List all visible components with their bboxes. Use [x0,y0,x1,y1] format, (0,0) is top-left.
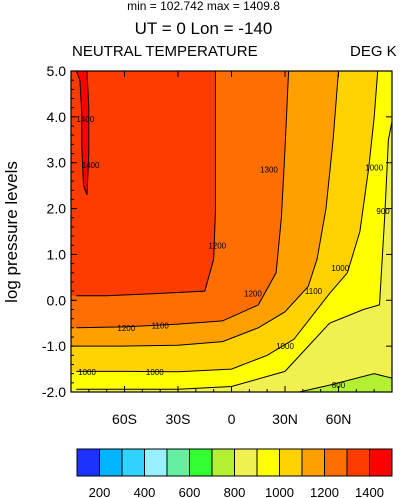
field-name-label: NEUTRAL TEMPERATURE [72,43,258,60]
colorbar-box [234,448,258,477]
y-axis: 5.0 4.0 3.0 2.0 1.0 0.0 -1.0 -2.0 [42,63,392,400]
colorbar-box [144,448,168,477]
contour-label: 900 [376,207,390,216]
contour-label: 1000 [331,264,349,273]
contour-lines [75,71,392,392]
contour-label: 1000 [276,342,294,351]
band-1400 [76,71,89,195]
contour-label: 1000 [78,368,96,377]
units-label: DEG K [350,43,397,60]
x-tick-label: 60N [326,411,352,427]
contour-line-1000 [76,71,379,373]
contour-line-800 [299,373,392,392]
colorbar-box [99,448,123,477]
y-tick-label: -1.0 [42,338,66,354]
contour-label: 1200 [244,289,262,298]
x-tick-label: 60S [112,411,137,427]
contour-label: 800 [332,381,346,390]
contour-labels: 1400 1400 1300 1200 1200 1200 1100 1100 1000 1000… [76,115,390,390]
colorbar-label: 400 [134,485,156,498]
colorbar-box [346,448,370,477]
colorbar-label: 600 [179,485,201,498]
contour-label: 1400 [76,115,94,124]
colorbar-box [189,448,213,477]
contour-line-1300 [76,71,216,297]
colorbar-label: 800 [224,485,246,498]
colorbar-label: 1200 [310,485,339,498]
colorbar-box [279,448,303,477]
y-tick-label: 2.0 [47,201,67,217]
y-tick-label: 3.0 [47,155,67,171]
colorbar-box [76,448,100,477]
contour-label: 1100 [305,287,323,296]
y-tick-label: -2.0 [42,384,66,400]
x-tick-label: 30S [166,411,191,427]
contour-label: 1100 [152,322,170,331]
colorbar: 200 400 600 800 1000 1200 1400 [76,448,393,498]
contour-label: 1000 [365,163,383,172]
contour-line-900 [76,121,392,390]
contour-line-1100 [76,71,339,347]
colorbar-box [324,448,348,477]
colorbar-label: 1400 [355,485,384,498]
colorbar-box [301,448,325,477]
band-1300 [71,71,216,296]
y-tick-label: 4.0 [47,109,67,125]
colorbar-box [256,448,280,477]
y-tick-label: 0.0 [47,292,67,308]
contour-line-1400 [75,71,90,195]
colorbar-label: 1000 [265,485,294,498]
chart-subtitle: UT = 0 Lon = -140 [134,19,273,38]
contour-line-1200 [76,71,290,329]
contour-label: 1200 [208,241,226,250]
colorbar-box [166,448,190,477]
y-tick-label: 5.0 [47,63,67,79]
x-tick-label: 30N [272,411,298,427]
x-tick-label: 0 [228,411,236,427]
contour-label: 1400 [82,161,100,170]
colorbar-box [211,448,235,477]
y-tick-label: 1.0 [47,246,67,262]
contour-label: 1000 [146,368,164,377]
contour-label: 1200 [117,324,135,333]
contour-label: 1300 [260,166,278,175]
contour-fills [71,71,392,392]
colorbar-label: 200 [89,485,111,498]
x-axis: 60S 30S 0 30N 60N [88,71,375,427]
min-max-annotation: min = 102.742 max = 1409.8 [127,0,280,13]
band-800 [299,373,392,392]
colorbar-box [369,448,393,477]
colorbar-box [121,448,145,477]
